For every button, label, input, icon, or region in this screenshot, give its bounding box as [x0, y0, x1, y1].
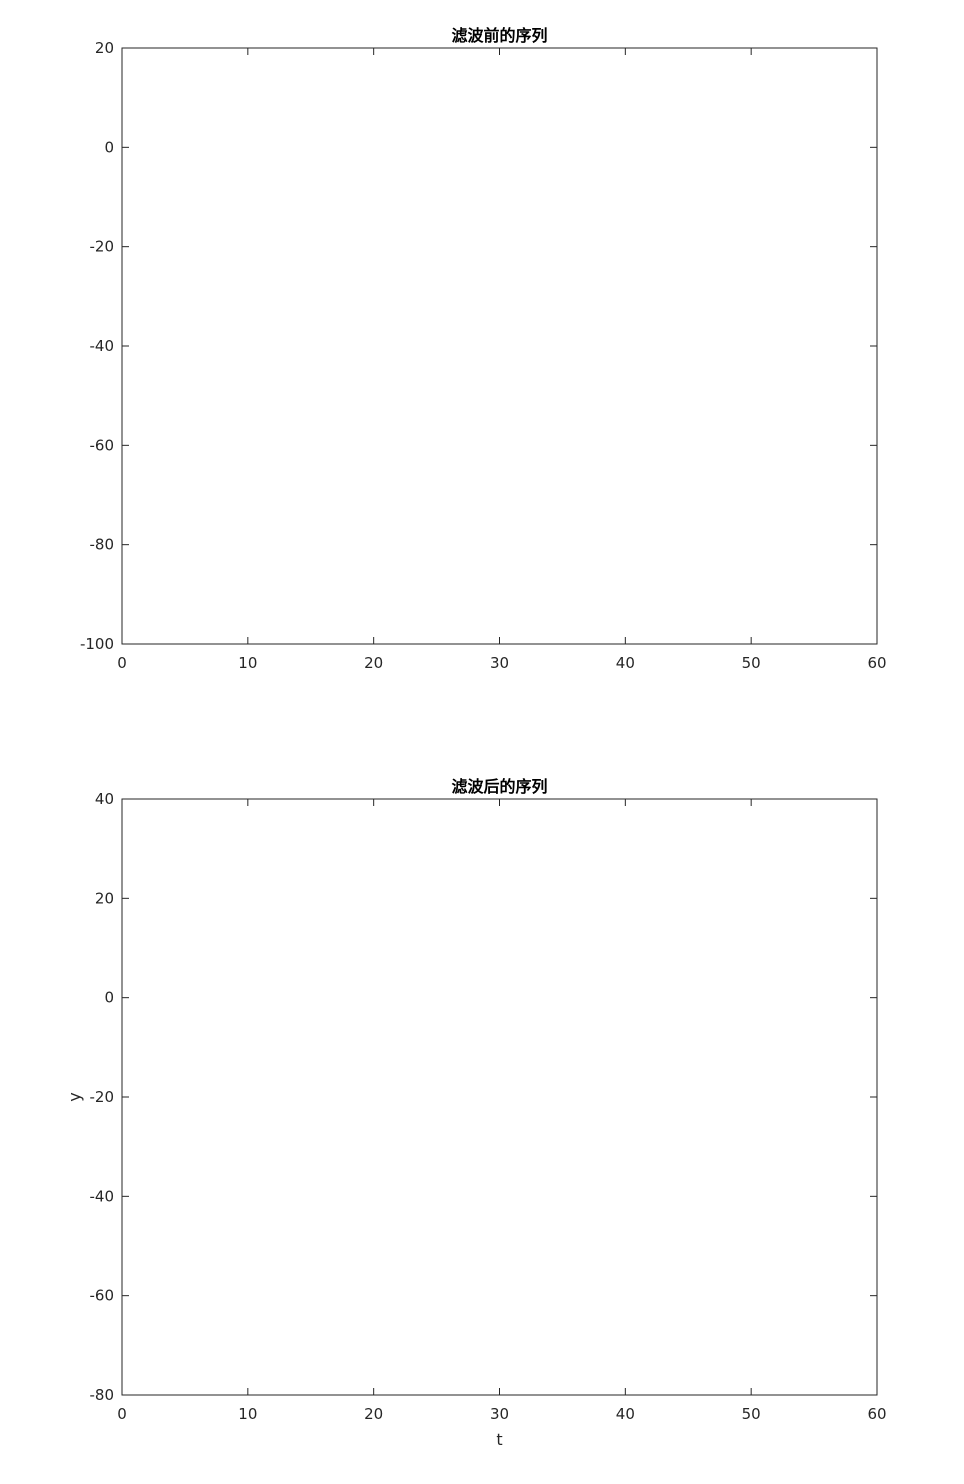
y-tick-label: -20	[90, 1088, 115, 1106]
x-tick-label: 30	[490, 654, 509, 672]
y-tick-label: -20	[90, 238, 115, 256]
x-tick-label: 40	[616, 1405, 635, 1423]
x-tick-label: 60	[867, 1405, 886, 1423]
x-tick-label: 40	[616, 654, 635, 672]
y-tick-label: -80	[90, 1386, 115, 1404]
plot-before-filtering: 0 10 20 30 40 50 60 -100 -80 -60 -40 -20 0 20 滤波前的序列	[80, 26, 887, 672]
y-tick-label: 40	[95, 790, 114, 808]
x-tick-label: 10	[238, 1405, 257, 1423]
x-tick-label: 30	[490, 1405, 509, 1423]
y-tick-label: 20	[95, 39, 114, 57]
x-tick-label: 20	[364, 654, 383, 672]
chart-title: 滤波后的序列	[451, 777, 547, 796]
x-tick-label: 20	[364, 1405, 383, 1423]
x-tick-label: 60	[867, 654, 886, 672]
axes-frame	[121, 47, 878, 645]
y-tick-label: 20	[95, 889, 114, 907]
x-axis-label: t	[496, 1430, 502, 1449]
y-tick-label: -100	[80, 635, 114, 653]
y-tick-label: -40	[90, 1187, 115, 1205]
y-tick-label: 0	[104, 989, 114, 1007]
chart-title: 滤波前的序列	[451, 26, 547, 45]
y-tick-label: -40	[90, 337, 115, 355]
x-tick-label: 50	[742, 654, 761, 672]
y-tick-label: -60	[90, 1287, 115, 1305]
x-tick-label: 10	[238, 654, 257, 672]
y-axis-label: y	[65, 1092, 84, 1101]
y-tick-label: -60	[90, 436, 115, 454]
x-tick-label: 0	[117, 1405, 127, 1423]
axes-frame	[121, 798, 878, 1396]
x-tick-label: 50	[742, 1405, 761, 1423]
y-tick-label: 0	[104, 138, 114, 156]
y-tick-label: -80	[90, 536, 115, 554]
plot-after-filtering: 0 10 20 30 40 50 60 -80 -60 -40 -20 0 20 40 滤波后的序列 t y	[65, 777, 887, 1449]
x-tick-label: 0	[117, 654, 127, 672]
